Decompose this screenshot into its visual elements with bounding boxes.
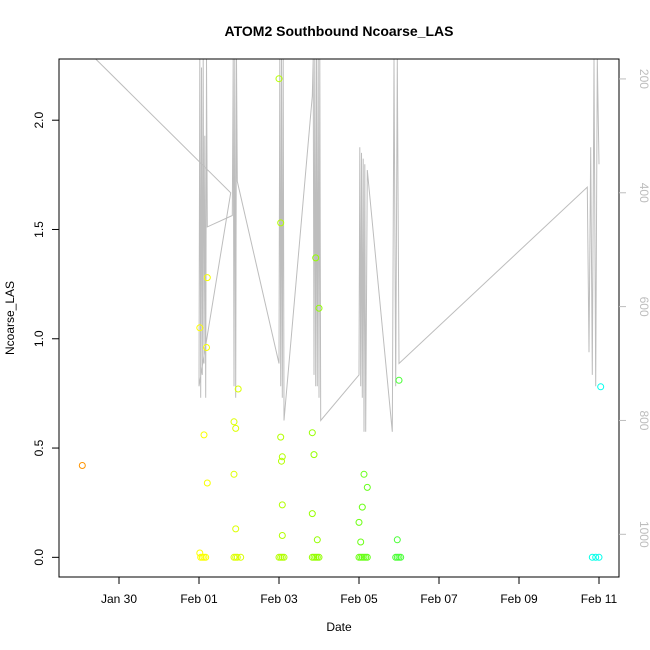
- y-tick-label: 0.0: [32, 549, 46, 566]
- data-point: [234, 385, 242, 393]
- data-point: [202, 553, 210, 561]
- data-point: [196, 324, 204, 332]
- data-point: [308, 510, 316, 518]
- data-point: [363, 553, 371, 561]
- y-tick-label: 0.5: [32, 439, 46, 456]
- data-point: [278, 453, 286, 461]
- data-point: [280, 553, 288, 561]
- data-point: [277, 433, 285, 441]
- y2-axis: 200 400 600 800 1000: [619, 69, 650, 548]
- data-point: [233, 553, 241, 561]
- data-point: [360, 470, 368, 478]
- x-tick-label: Feb 01: [180, 592, 218, 606]
- y2-tick-label: 600: [637, 297, 650, 317]
- data-point: [310, 451, 318, 459]
- x-axis: Jan 30 Feb 01 Feb 03 Feb 05 Feb 07 Feb 09 Feb …: [101, 577, 618, 606]
- y-axis-label: Ncoarse_LAS: [3, 281, 17, 355]
- data-point: [203, 274, 211, 282]
- data-point: [357, 538, 365, 546]
- point-group: [78, 75, 605, 561]
- data-point: [200, 431, 208, 439]
- data-point: [308, 429, 316, 437]
- data-point: [275, 75, 283, 83]
- data-point: [595, 553, 603, 561]
- data-point: [395, 376, 403, 384]
- x-tick-label: Feb 03: [260, 592, 298, 606]
- data-point: [277, 219, 285, 227]
- x-tick-label: Feb 05: [340, 592, 378, 606]
- data-point: [232, 525, 240, 533]
- data-point: [230, 470, 238, 478]
- data-point: [397, 553, 405, 561]
- data-point: [315, 553, 323, 561]
- data-point: [355, 518, 363, 526]
- data-point: [203, 479, 211, 487]
- data-point: [230, 418, 238, 426]
- x-tick-label: Feb 07: [420, 592, 458, 606]
- x-axis-label: Date: [326, 620, 352, 634]
- y2-tick-label: 400: [637, 183, 650, 203]
- data-point: [588, 553, 596, 561]
- chart-title: ATOM2 Southbound Ncoarse_LAS: [225, 23, 454, 39]
- data-point: [313, 536, 321, 544]
- data-point: [78, 462, 86, 469]
- data-point: [315, 304, 323, 312]
- data-point: [278, 457, 285, 465]
- data-point: [278, 501, 286, 509]
- x-tick-label: Feb 09: [500, 592, 538, 606]
- data-point: [363, 483, 371, 491]
- x-tick-label: Feb 11: [581, 592, 618, 606]
- data-point: [203, 344, 210, 351]
- y-tick-label: 1.0: [32, 330, 46, 347]
- data-point: [393, 536, 401, 544]
- data-point: [358, 503, 366, 511]
- data-point: [278, 532, 286, 539]
- data-point: [232, 424, 240, 432]
- data-point: [592, 553, 600, 561]
- plot-frame: [58, 58, 620, 578]
- y2-tick-label: 200: [637, 69, 650, 89]
- data-point: [237, 553, 245, 561]
- y2-tick-label: 1000: [637, 521, 650, 548]
- data-point: [312, 254, 320, 262]
- data-point: [597, 383, 605, 391]
- y-axis: 0.0 0.5 1.0 1.5 2.0: [32, 112, 59, 566]
- x-tick-label: Jan 30: [101, 592, 137, 606]
- y2-tick-label: 800: [637, 410, 650, 430]
- y-tick-label: 2.0: [32, 112, 46, 129]
- y-tick-label: 1.5: [32, 221, 46, 238]
